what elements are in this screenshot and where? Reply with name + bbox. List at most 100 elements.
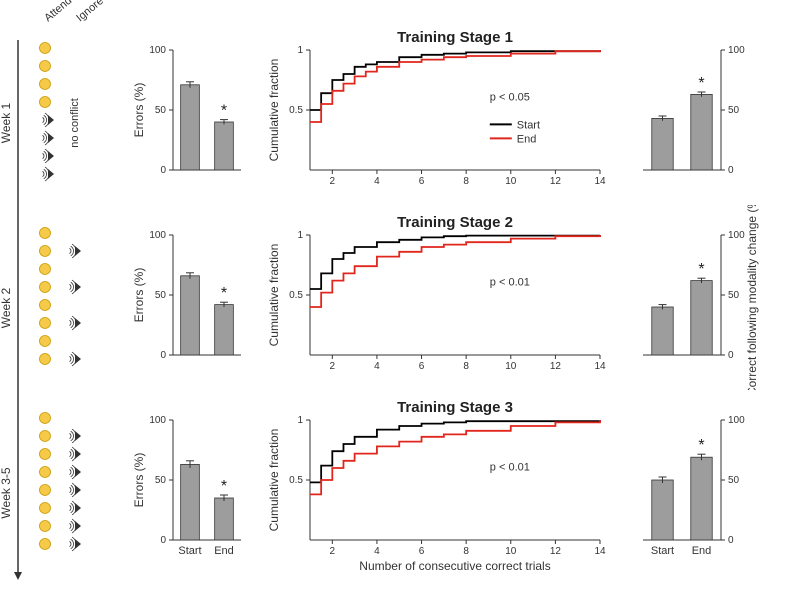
y-tick: 1 xyxy=(297,415,303,426)
p-value: p < 0.01 xyxy=(490,461,530,473)
bar xyxy=(181,85,200,170)
errors-bar-chart: 050100Errors (%)* xyxy=(128,20,243,205)
x-axis-label: Number of consecutive correct trials xyxy=(359,559,550,573)
x-tick: 4 xyxy=(374,176,380,187)
y-tick: 0 xyxy=(728,535,734,546)
cdf-panel: 0.512468101214Cumulative fractionTrainin… xyxy=(255,20,615,205)
light-icon xyxy=(40,97,51,108)
x-tick: 2 xyxy=(330,176,336,187)
x-tick: 10 xyxy=(505,546,517,557)
speaker-icon xyxy=(43,113,55,127)
light-icon xyxy=(40,539,51,550)
chart-title: Training Stage 1 xyxy=(397,29,513,46)
significance-star: * xyxy=(698,437,704,454)
y-tick: 100 xyxy=(149,415,166,426)
significance-star: * xyxy=(698,261,704,278)
light-icon xyxy=(40,413,51,424)
x-tick: 10 xyxy=(505,176,517,187)
x-tick: 2 xyxy=(330,361,336,372)
cdf-line-end xyxy=(310,50,600,122)
week-label: Week 1 xyxy=(0,102,13,143)
y-tick: 100 xyxy=(149,230,166,241)
y-tick: 100 xyxy=(149,45,166,56)
significance-star: * xyxy=(221,103,227,120)
correct-bar-chart: 0 50 100 Start * End xyxy=(625,390,795,575)
light-icon xyxy=(40,318,51,329)
light-icon xyxy=(40,503,51,514)
p-value: p < 0.01 xyxy=(490,276,530,288)
bar xyxy=(691,94,712,170)
speaker-icon xyxy=(70,316,82,330)
x-tick: Start xyxy=(651,545,674,557)
y-tick: 50 xyxy=(155,475,167,486)
correct-bar-chart: 050100Correct following modality change … xyxy=(625,205,795,390)
x-tick: End xyxy=(692,545,712,557)
y-axis-label: Cumulative fraction xyxy=(267,59,281,162)
light-icon xyxy=(40,282,51,293)
y-tick: 0.5 xyxy=(289,290,303,301)
legend-end: End xyxy=(517,133,537,145)
y-axis-label: Errors (%) xyxy=(132,268,146,323)
chart-title: Training Stage 3 xyxy=(397,399,513,416)
label-ignore: Ignore xyxy=(74,0,106,24)
correct-bar-chart: 0 50 100 * xyxy=(625,20,795,205)
x-tick: 4 xyxy=(374,546,380,557)
x-tick: 4 xyxy=(374,361,380,372)
x-tick: Start xyxy=(178,545,201,557)
light-icon xyxy=(40,467,51,478)
light-icon xyxy=(40,264,51,275)
y-tick: 100 xyxy=(728,415,745,426)
light-icon xyxy=(40,485,51,496)
light-icon xyxy=(40,228,51,239)
bar xyxy=(652,118,673,170)
label-attend: Attend xyxy=(42,0,74,24)
light-icon xyxy=(40,521,51,532)
x-tick: 12 xyxy=(550,361,562,372)
light-icon xyxy=(40,336,51,347)
light-icon xyxy=(40,61,51,72)
cdf-line-end xyxy=(310,235,600,307)
legend-column: AttendIgnoreWeek 1no conflictWeek 2Week … xyxy=(0,0,120,609)
x-tick: 14 xyxy=(594,361,606,372)
cdf-line-start xyxy=(310,50,600,110)
x-tick: 8 xyxy=(463,546,469,557)
bar xyxy=(652,480,673,540)
x-tick: 2 xyxy=(330,546,336,557)
week-label: Week 2 xyxy=(0,287,13,328)
significance-star: * xyxy=(221,285,227,302)
x-tick: 6 xyxy=(419,361,425,372)
cdf-line-start xyxy=(310,235,600,289)
y-axis-label: Errors (%) xyxy=(132,453,146,508)
y-tick: 0.5 xyxy=(289,105,303,116)
significance-star: * xyxy=(221,478,227,495)
significance-star: * xyxy=(698,75,704,92)
y-tick: 100 xyxy=(728,45,745,56)
y-tick: 50 xyxy=(155,105,167,116)
bar xyxy=(652,307,673,355)
y-tick: 1 xyxy=(297,45,303,56)
y-tick: 0 xyxy=(160,165,166,176)
y-tick: 0 xyxy=(728,165,734,176)
x-tick: 6 xyxy=(419,546,425,557)
errors-bar-chart: 050100Errors (%)Start*End xyxy=(128,390,243,575)
bar xyxy=(691,457,712,540)
speaker-icon xyxy=(70,447,82,461)
light-icon xyxy=(40,300,51,311)
bar xyxy=(181,276,200,355)
y-tick: 50 xyxy=(155,290,167,301)
week-label: Week 3-5 xyxy=(0,467,13,518)
light-icon xyxy=(40,79,51,90)
light-icon xyxy=(40,431,51,442)
x-tick: End xyxy=(214,545,234,557)
speaker-icon xyxy=(70,483,82,497)
y-tick: 0 xyxy=(160,350,166,361)
y-tick: 100 xyxy=(728,230,745,241)
y-tick: 50 xyxy=(728,475,740,486)
speaker-icon xyxy=(70,501,82,515)
y-axis-label: Cumulative fraction xyxy=(267,244,281,347)
speaker-icon xyxy=(70,465,82,479)
legend-start: Start xyxy=(517,119,540,131)
light-icon xyxy=(40,43,51,54)
y-tick: 50 xyxy=(728,105,740,116)
y-tick: 0 xyxy=(728,350,734,361)
